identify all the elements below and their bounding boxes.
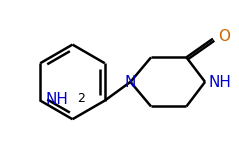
Text: NH: NH (209, 75, 232, 90)
Text: NH: NH (46, 92, 69, 107)
Text: O: O (218, 29, 230, 44)
Text: 2: 2 (77, 92, 85, 105)
Text: N: N (125, 75, 136, 90)
